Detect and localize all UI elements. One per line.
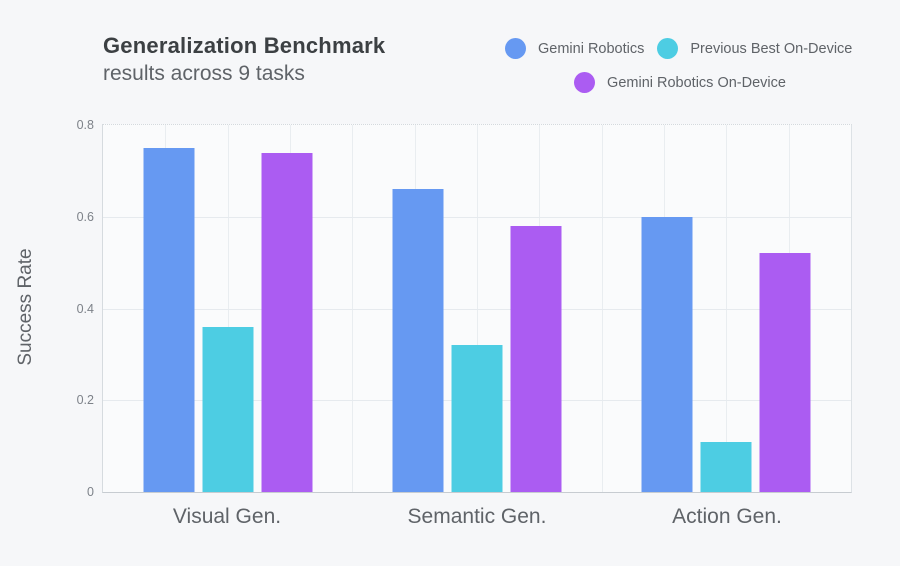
y-tick-label: 0.4 xyxy=(76,301,94,316)
bar xyxy=(451,345,503,492)
legend-dot-icon xyxy=(505,38,526,59)
legend-item-gemini-robotics-on-device: Gemini Robotics On-Device xyxy=(574,72,786,93)
bar xyxy=(700,441,752,492)
y-tick-label: 0 xyxy=(87,485,94,499)
bar xyxy=(641,216,693,492)
bar xyxy=(261,152,313,492)
legend-row: Gemini Robotics Previous Best On-Device xyxy=(505,38,855,59)
bar xyxy=(392,189,444,492)
x-tick-label: Action Gen. xyxy=(672,505,782,528)
bar-group xyxy=(641,125,811,492)
legend-label: Gemini Robotics On-Device xyxy=(607,74,786,91)
y-tick-label: 0.2 xyxy=(76,393,94,408)
legend-item-gemini-robotics: Gemini Robotics xyxy=(505,38,644,59)
x-tick-label: Visual Gen. xyxy=(172,505,282,528)
legend-dot-icon xyxy=(574,72,596,93)
chart-subtitle: results across 9 tasks xyxy=(103,62,305,85)
gridline-horizontal xyxy=(103,308,851,310)
legend-item-previous-best-on-device: Previous Best On-Device xyxy=(657,38,852,59)
bar-group xyxy=(392,125,562,492)
chart-title: Generalization Benchmark xyxy=(103,33,386,58)
y-tick-label: 0.6 xyxy=(76,209,94,224)
chart-header: Generalization Benchmark results across … xyxy=(103,32,385,87)
legend-label: Previous Best On-Device xyxy=(690,40,853,57)
x-tick-label: Semantic Gen. xyxy=(407,505,547,528)
y-axis-title: Success Rate xyxy=(15,248,36,366)
legend-dot-icon xyxy=(657,38,679,59)
y-tick-label: 0.8 xyxy=(76,118,94,132)
bar-group xyxy=(143,125,313,492)
legend: Gemini Robotics Previous Best On-Device … xyxy=(505,38,855,93)
legend-row: Gemini Robotics On-Device xyxy=(505,72,855,93)
bar xyxy=(202,326,254,492)
gridline-horizontal xyxy=(103,216,851,218)
bar xyxy=(510,225,562,492)
legend-label: Gemini Robotics xyxy=(538,40,645,57)
bar xyxy=(759,253,811,492)
x-axis: Visual Gen. Semantic Gen. Action Gen. xyxy=(102,505,852,539)
plot-area: 0 0.2 0.4 0.6 0.8 xyxy=(77,118,852,499)
bar xyxy=(143,147,195,492)
